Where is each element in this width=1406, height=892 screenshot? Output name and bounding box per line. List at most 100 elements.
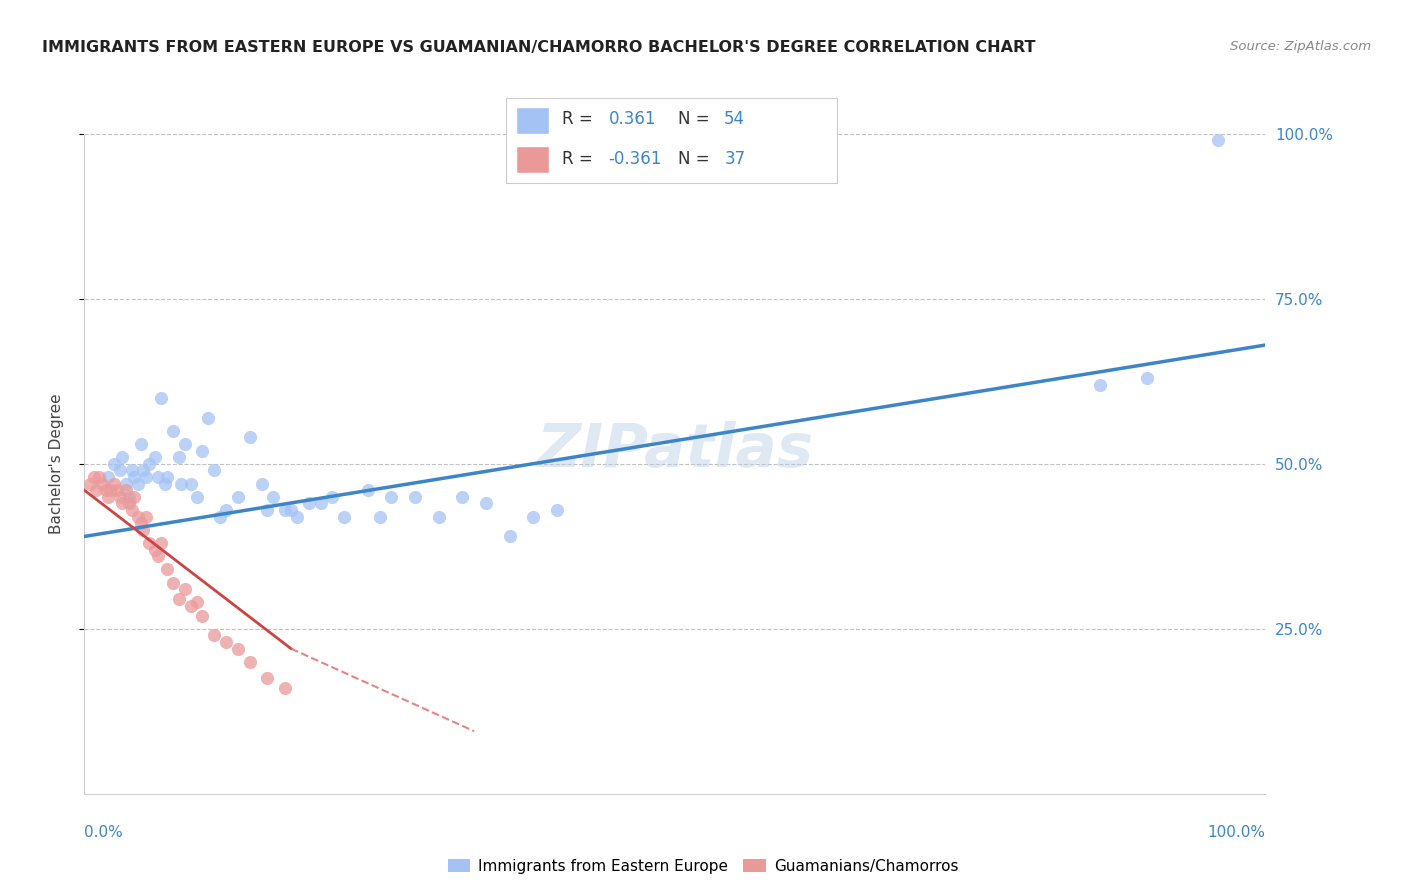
Point — [202, 628, 225, 642]
Text: IMMIGRANTS FROM EASTERN EUROPE VS GUAMANIAN/CHAMORRO BACHELOR'S DEGREE CORRELATI: IMMIGRANTS FROM EASTERN EUROPE VS GUAMAN… — [42, 40, 1036, 55]
Text: ZIPatlas: ZIPatlas — [536, 421, 814, 480]
Point — [186, 490, 208, 504]
Point — [94, 483, 117, 498]
Point — [79, 476, 101, 491]
Point — [180, 599, 202, 613]
Point — [156, 562, 179, 576]
Text: Source: ZipAtlas.com: Source: ZipAtlas.com — [1230, 40, 1371, 54]
Point — [262, 490, 284, 504]
Point — [191, 608, 214, 623]
Point — [173, 582, 195, 597]
Point — [103, 457, 125, 471]
Point — [167, 592, 190, 607]
Point — [111, 450, 134, 465]
Text: 0.361: 0.361 — [609, 111, 657, 128]
Point — [138, 536, 160, 550]
Point — [239, 655, 262, 669]
Point — [280, 503, 302, 517]
Point — [146, 470, 169, 484]
Point — [138, 457, 160, 471]
Point — [321, 490, 343, 504]
Point — [127, 476, 149, 491]
Point — [368, 509, 391, 524]
Point — [83, 470, 105, 484]
Point — [274, 503, 297, 517]
Point — [239, 430, 262, 444]
Point — [250, 476, 273, 491]
Point — [451, 490, 474, 504]
Point — [333, 509, 356, 524]
Point — [274, 681, 297, 696]
Point — [298, 496, 321, 510]
Point — [129, 437, 152, 451]
Point — [162, 575, 184, 590]
Point — [215, 503, 238, 517]
Point — [404, 490, 426, 504]
Point — [226, 490, 249, 504]
Point — [153, 476, 176, 491]
Point — [150, 391, 173, 405]
Point — [256, 671, 278, 685]
Point — [135, 509, 157, 524]
Point — [132, 523, 155, 537]
Point — [114, 483, 136, 498]
Point — [309, 496, 332, 510]
Point — [132, 463, 155, 477]
Point — [150, 536, 173, 550]
Point — [87, 470, 110, 484]
Y-axis label: Bachelor's Degree: Bachelor's Degree — [49, 393, 63, 534]
Text: R =: R = — [562, 111, 599, 128]
Point — [135, 470, 157, 484]
Point — [156, 470, 179, 484]
Point — [546, 503, 568, 517]
Point — [170, 476, 193, 491]
Point — [146, 549, 169, 564]
Point — [1136, 371, 1159, 385]
Point — [108, 490, 131, 504]
Point — [180, 476, 202, 491]
Point — [1088, 377, 1111, 392]
Point — [1206, 133, 1229, 147]
Point — [91, 476, 114, 491]
Point — [114, 476, 136, 491]
Bar — [516, 145, 550, 173]
Point — [121, 503, 143, 517]
Point — [97, 490, 120, 504]
Point — [143, 450, 166, 465]
Point — [108, 463, 131, 477]
Point — [215, 635, 238, 649]
Point — [118, 496, 141, 510]
Point — [167, 450, 190, 465]
Point — [121, 463, 143, 477]
Point — [162, 424, 184, 438]
Text: 100.0%: 100.0% — [1208, 825, 1265, 840]
Point — [107, 483, 129, 498]
Point — [522, 509, 544, 524]
Point — [498, 529, 520, 543]
Point — [127, 509, 149, 524]
Text: 0.0%: 0.0% — [84, 825, 124, 840]
Text: -0.361: -0.361 — [609, 150, 662, 168]
Point — [122, 490, 145, 504]
Text: N =: N = — [678, 111, 714, 128]
Point — [97, 470, 120, 484]
Point — [380, 490, 402, 504]
Point — [202, 463, 225, 477]
Point — [98, 483, 121, 498]
Text: 37: 37 — [724, 150, 745, 168]
Point — [186, 595, 208, 609]
Point — [209, 509, 232, 524]
Text: N =: N = — [678, 150, 714, 168]
Point — [122, 470, 145, 484]
Point — [357, 483, 380, 498]
Text: R =: R = — [562, 150, 599, 168]
Text: 54: 54 — [724, 111, 745, 128]
Point — [103, 476, 125, 491]
Point — [84, 483, 107, 498]
Point — [197, 410, 219, 425]
Point — [427, 509, 450, 524]
Point — [111, 496, 134, 510]
Point — [256, 503, 278, 517]
Legend: Immigrants from Eastern Europe, Guamanians/Chamorros: Immigrants from Eastern Europe, Guamania… — [441, 853, 965, 880]
Point — [173, 437, 195, 451]
